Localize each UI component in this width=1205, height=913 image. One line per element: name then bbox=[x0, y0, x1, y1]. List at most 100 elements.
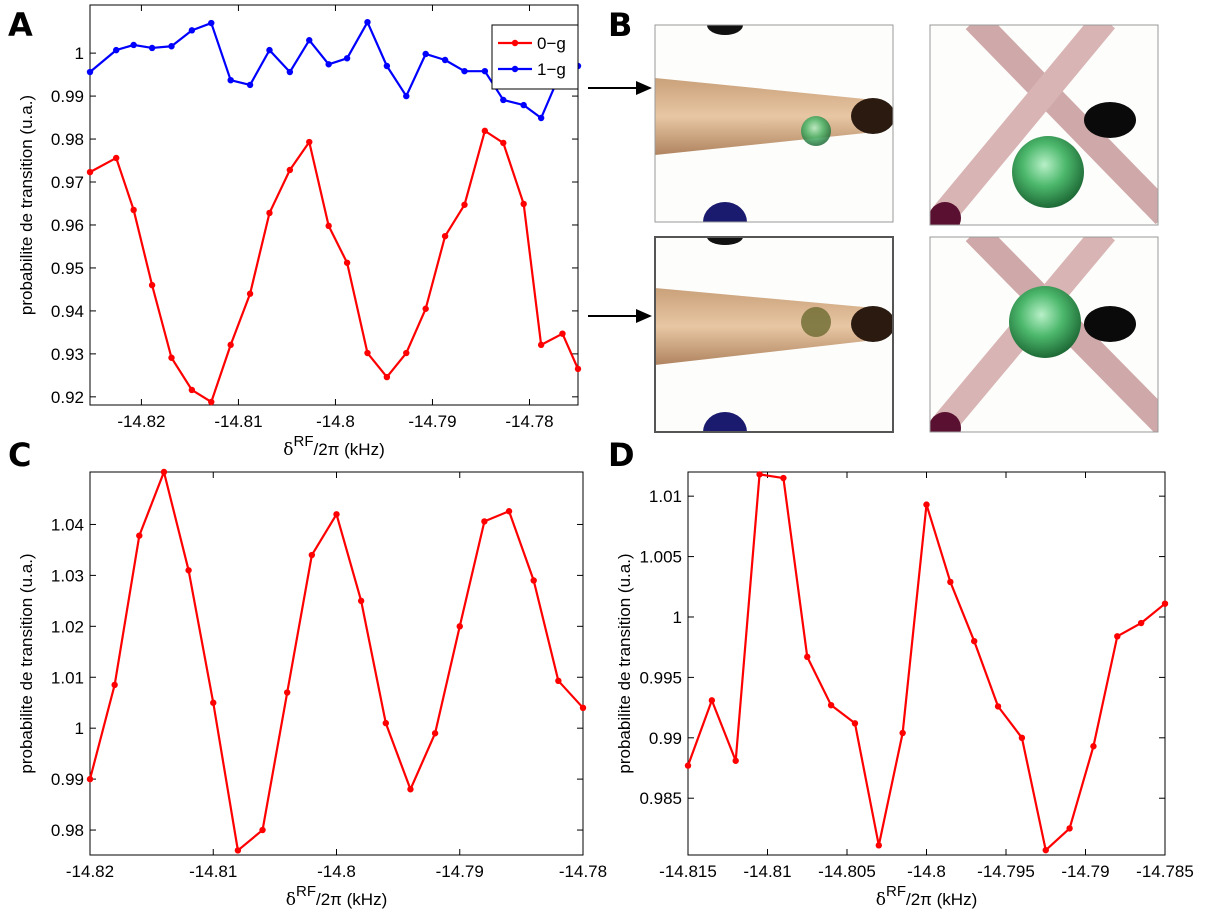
y-tick-label: 0.985 bbox=[639, 789, 682, 808]
x-axis-label: δRF/2π (kHz) bbox=[286, 883, 387, 910]
data-point bbox=[1066, 825, 1073, 832]
plot-area bbox=[684, 471, 1169, 854]
x-axis-label: δRF/2π (kHz) bbox=[283, 433, 384, 460]
data-point bbox=[286, 68, 294, 76]
legend-marker bbox=[511, 39, 519, 47]
legend-marker bbox=[511, 65, 519, 73]
x-tick-label: -14.795 bbox=[977, 862, 1035, 881]
data-point bbox=[188, 27, 196, 34]
y-axis-label: probabilite de transition (u.a.) bbox=[17, 95, 36, 315]
data-point bbox=[431, 730, 439, 737]
y-tick-label: 0.99 bbox=[51, 87, 84, 106]
data-point bbox=[188, 386, 196, 394]
y-tick-label: 0.93 bbox=[51, 345, 84, 364]
data-point bbox=[382, 719, 389, 727]
x-tick-label: -14.81 bbox=[189, 862, 237, 881]
x-label-sup: RF bbox=[296, 883, 316, 900]
image-frame bbox=[929, 236, 1159, 433]
y-tick-label: 0.96 bbox=[51, 216, 84, 235]
data-point bbox=[555, 677, 562, 685]
x-tick-label: -14.81 bbox=[743, 862, 791, 881]
x-tick-label: -14.79 bbox=[1061, 862, 1109, 881]
data-point bbox=[148, 44, 156, 52]
x-tick-label: -14.79 bbox=[408, 412, 456, 431]
x-tick-label: -14.81 bbox=[214, 412, 262, 431]
y-tick-label: 1.03 bbox=[51, 566, 84, 585]
data-point bbox=[130, 206, 137, 214]
series-line bbox=[88, 470, 584, 852]
panel-label: B bbox=[608, 6, 632, 44]
series-line bbox=[89, 129, 580, 404]
data-point bbox=[708, 697, 716, 704]
y-tick-label: 1.04 bbox=[51, 515, 84, 534]
data-point bbox=[234, 847, 242, 854]
data-point bbox=[500, 139, 507, 147]
data-point bbox=[971, 637, 978, 645]
x-tick-label: -14.8 bbox=[907, 862, 946, 881]
plot-frame bbox=[687, 471, 1166, 856]
panel-label: A bbox=[8, 6, 33, 44]
data-point bbox=[227, 76, 234, 84]
data-point bbox=[325, 222, 332, 230]
x-tick-label: -14.8 bbox=[316, 412, 355, 431]
data-point bbox=[86, 68, 94, 76]
data-point bbox=[210, 699, 217, 706]
data-point bbox=[481, 127, 489, 135]
data-point bbox=[994, 703, 1002, 710]
x-label-rest: /2π (kHz) bbox=[314, 440, 385, 459]
data-point bbox=[160, 468, 168, 476]
y-tick-label: 0.97 bbox=[51, 173, 84, 192]
x-tick-label: -14.815 bbox=[659, 862, 717, 881]
legend-label: 0−g bbox=[537, 34, 566, 53]
legend-label: 1−g bbox=[537, 60, 566, 79]
data-point bbox=[1042, 846, 1049, 854]
image-frame bbox=[929, 24, 1159, 226]
data-point bbox=[364, 349, 371, 357]
data-point bbox=[520, 200, 527, 208]
data-point bbox=[333, 511, 340, 518]
x-tick-label: -14.78 bbox=[559, 862, 607, 881]
data-point bbox=[481, 518, 488, 525]
data-point bbox=[520, 101, 527, 109]
data-point bbox=[1018, 734, 1026, 742]
x-tick-label: -14.82 bbox=[66, 862, 114, 881]
data-point bbox=[923, 501, 930, 508]
data-point bbox=[284, 689, 291, 696]
x-tick-label: -14.805 bbox=[818, 862, 876, 881]
y-axis-label: probabilite de transition (u.a.) bbox=[17, 553, 36, 773]
data-point bbox=[343, 259, 351, 266]
data-point bbox=[441, 56, 449, 64]
data-point bbox=[732, 757, 739, 764]
x-label-rest: /2π (kHz) bbox=[906, 890, 977, 909]
x-tick-label: -14.78 bbox=[505, 412, 553, 431]
series-line bbox=[686, 473, 1166, 852]
data-point bbox=[780, 474, 787, 482]
y-tick-label: 1.01 bbox=[51, 668, 84, 687]
data-point bbox=[208, 398, 215, 406]
x-tick-label: -14.82 bbox=[117, 412, 165, 431]
y-tick-label: 0.94 bbox=[51, 302, 84, 321]
data-point bbox=[875, 842, 882, 849]
x-label-symbol: δ bbox=[283, 440, 293, 460]
data-point bbox=[1114, 633, 1121, 640]
y-tick-label: 0.99 bbox=[649, 729, 682, 748]
y-tick-label: 1 bbox=[75, 44, 84, 63]
data-point bbox=[208, 19, 215, 27]
data-point bbox=[306, 138, 313, 146]
y-tick-label: 0.95 bbox=[51, 259, 84, 278]
data-point bbox=[246, 81, 254, 89]
data-point bbox=[112, 46, 120, 54]
image-frame bbox=[654, 236, 894, 433]
data-point bbox=[136, 532, 143, 539]
series-line bbox=[89, 21, 579, 120]
panel-label: C bbox=[8, 436, 31, 474]
data-point bbox=[574, 365, 582, 373]
data-point bbox=[357, 597, 365, 605]
data-point bbox=[1090, 743, 1097, 750]
x-axis-label: δRF/2π (kHz) bbox=[876, 883, 977, 910]
x-tick-label: -14.785 bbox=[1136, 862, 1194, 881]
data-point bbox=[579, 704, 587, 712]
data-point bbox=[168, 43, 175, 50]
plot-area bbox=[86, 468, 587, 854]
